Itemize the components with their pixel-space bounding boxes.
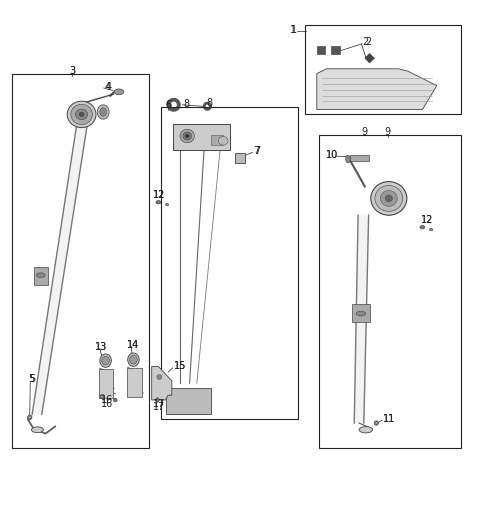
Text: 16: 16: [101, 399, 113, 409]
Bar: [319, 135, 461, 448]
Ellipse shape: [375, 422, 377, 424]
Bar: [127, 368, 142, 397]
Ellipse shape: [27, 415, 32, 419]
Text: 11: 11: [383, 414, 396, 424]
Bar: [173, 124, 230, 151]
Ellipse shape: [375, 185, 403, 211]
Polygon shape: [317, 69, 437, 110]
Text: 2: 2: [362, 37, 369, 48]
Ellipse shape: [180, 129, 194, 143]
Ellipse shape: [157, 375, 162, 379]
Text: 9: 9: [362, 127, 368, 137]
Text: 6: 6: [166, 100, 172, 110]
Text: 8: 8: [206, 98, 213, 109]
Ellipse shape: [79, 112, 84, 117]
Bar: [211, 135, 223, 144]
Bar: [235, 153, 245, 163]
Ellipse shape: [356, 311, 366, 316]
Text: 10: 10: [326, 150, 339, 160]
Bar: [352, 304, 370, 322]
Ellipse shape: [371, 182, 407, 215]
Ellipse shape: [420, 225, 425, 229]
Text: 1: 1: [289, 26, 296, 35]
Ellipse shape: [102, 356, 109, 365]
Text: 14: 14: [127, 340, 139, 350]
Text: 15: 15: [174, 361, 186, 371]
Ellipse shape: [36, 273, 45, 278]
Ellipse shape: [156, 398, 159, 402]
Bar: [331, 46, 340, 54]
Text: 4: 4: [105, 82, 111, 92]
Ellipse shape: [374, 421, 378, 425]
Polygon shape: [32, 124, 87, 414]
Text: 14: 14: [127, 340, 139, 350]
Text: 5: 5: [28, 374, 34, 385]
Ellipse shape: [429, 228, 433, 231]
Ellipse shape: [218, 137, 228, 145]
Bar: [161, 107, 298, 419]
Bar: [166, 388, 211, 414]
Text: 12: 12: [153, 190, 165, 200]
Text: 7: 7: [253, 146, 260, 156]
Text: 10: 10: [326, 150, 339, 160]
Ellipse shape: [29, 416, 31, 418]
Text: 13: 13: [95, 342, 108, 352]
Polygon shape: [152, 367, 172, 400]
Text: 6: 6: [166, 100, 172, 110]
Text: 12: 12: [153, 190, 165, 200]
Ellipse shape: [128, 353, 139, 367]
Bar: [317, 46, 325, 54]
Text: 13: 13: [95, 342, 108, 352]
Text: 5: 5: [29, 374, 35, 385]
Bar: [12, 74, 149, 448]
Text: 17: 17: [153, 399, 165, 409]
Ellipse shape: [71, 104, 92, 124]
Ellipse shape: [185, 135, 189, 137]
Text: 17: 17: [153, 402, 165, 412]
Ellipse shape: [381, 190, 397, 206]
Ellipse shape: [114, 89, 124, 95]
Bar: [34, 267, 48, 285]
Text: 15: 15: [174, 361, 186, 371]
Text: 1: 1: [290, 26, 297, 35]
Ellipse shape: [130, 355, 137, 364]
Ellipse shape: [183, 132, 192, 140]
Ellipse shape: [165, 203, 169, 206]
Text: 2: 2: [365, 37, 371, 48]
Text: 8: 8: [183, 99, 190, 109]
Ellipse shape: [100, 394, 104, 399]
Ellipse shape: [67, 101, 96, 127]
Text: 7: 7: [254, 146, 261, 156]
Ellipse shape: [100, 108, 107, 116]
Ellipse shape: [385, 195, 393, 202]
Ellipse shape: [113, 398, 117, 402]
Ellipse shape: [101, 396, 103, 398]
Text: 12: 12: [421, 215, 434, 225]
Bar: [350, 155, 369, 161]
Polygon shape: [365, 53, 374, 63]
Ellipse shape: [359, 426, 372, 433]
Text: 3: 3: [69, 66, 75, 76]
Text: 9: 9: [385, 127, 391, 137]
Ellipse shape: [31, 427, 43, 433]
Ellipse shape: [76, 109, 88, 120]
Text: 3: 3: [69, 66, 75, 76]
Ellipse shape: [346, 155, 350, 163]
Ellipse shape: [156, 201, 161, 204]
Text: 11: 11: [383, 414, 396, 424]
Polygon shape: [354, 215, 369, 423]
Bar: [305, 25, 461, 114]
Ellipse shape: [100, 354, 111, 368]
Bar: [99, 369, 113, 398]
Text: 12: 12: [421, 215, 434, 225]
Text: 16: 16: [101, 395, 113, 405]
Ellipse shape: [97, 105, 109, 119]
Text: 4: 4: [106, 82, 112, 92]
